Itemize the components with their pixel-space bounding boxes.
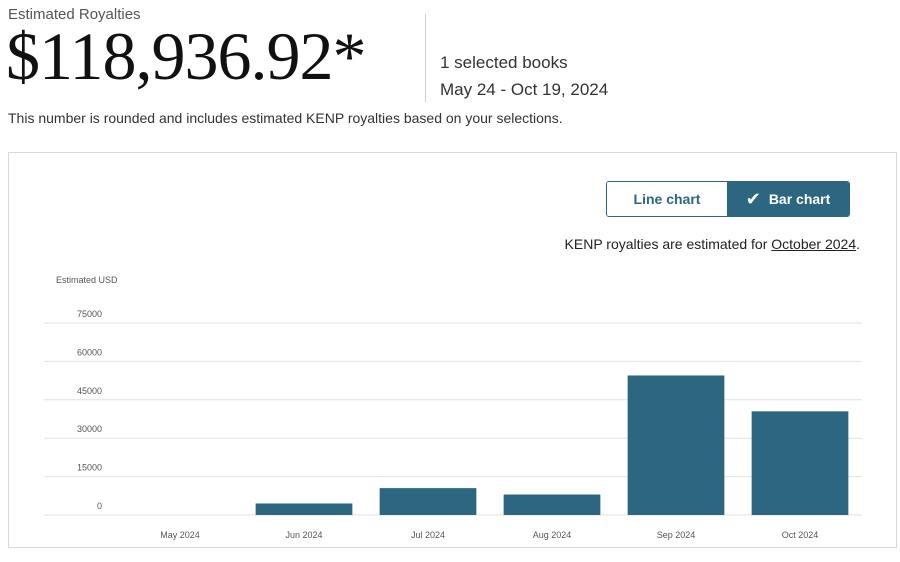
kenp-note-text: KENP royalties are estimated for xyxy=(564,236,772,252)
x-tick-label: Oct 2024 xyxy=(782,530,819,540)
chart-panel xyxy=(8,152,897,548)
x-tick-label: Aug 2024 xyxy=(533,530,572,540)
kenp-note-suffix: . xyxy=(856,236,860,252)
bar xyxy=(503,494,601,515)
kenp-note: KENP royalties are estimated for October… xyxy=(565,236,860,252)
y-tick-label: 15000 xyxy=(77,463,102,473)
y-tick-label: 75000 xyxy=(77,309,102,319)
x-tick-label: Jul 2024 xyxy=(411,530,445,540)
x-tick-label: Sep 2024 xyxy=(657,530,696,540)
header-divider xyxy=(425,14,426,102)
rounding-note: This number is rounded and includes esti… xyxy=(8,110,563,126)
estimated-royalties-label: Estimated Royalties xyxy=(8,6,141,23)
bar xyxy=(255,503,353,515)
kenp-month-link[interactable]: October 2024 xyxy=(771,236,857,252)
y-tick-label: 0 xyxy=(97,501,102,511)
x-tick-label: May 2024 xyxy=(160,530,200,540)
line-chart-button[interactable]: Line chart xyxy=(607,182,727,216)
bar xyxy=(379,488,477,515)
checkmark-icon: ✔ xyxy=(745,189,761,209)
y-tick-label: 45000 xyxy=(77,386,102,396)
x-tick-label: Jun 2024 xyxy=(285,530,322,540)
bar-chart-label: Bar chart xyxy=(768,191,831,207)
y-tick-label: 60000 xyxy=(77,347,102,357)
chart-type-toggle: Line chart ✔ Bar chart xyxy=(606,181,850,217)
y-axis-title: Estimated USD xyxy=(56,275,118,285)
date-range: May 24 - Oct 19, 2024 xyxy=(440,80,609,99)
bar xyxy=(751,411,849,515)
bar-chart-button[interactable]: ✔ Bar chart xyxy=(727,182,849,216)
y-tick-label: 30000 xyxy=(77,424,102,434)
selected-books-count: 1 selected books xyxy=(440,53,568,72)
bar xyxy=(627,375,725,515)
royalties-total: $118,936.92* xyxy=(6,18,366,94)
